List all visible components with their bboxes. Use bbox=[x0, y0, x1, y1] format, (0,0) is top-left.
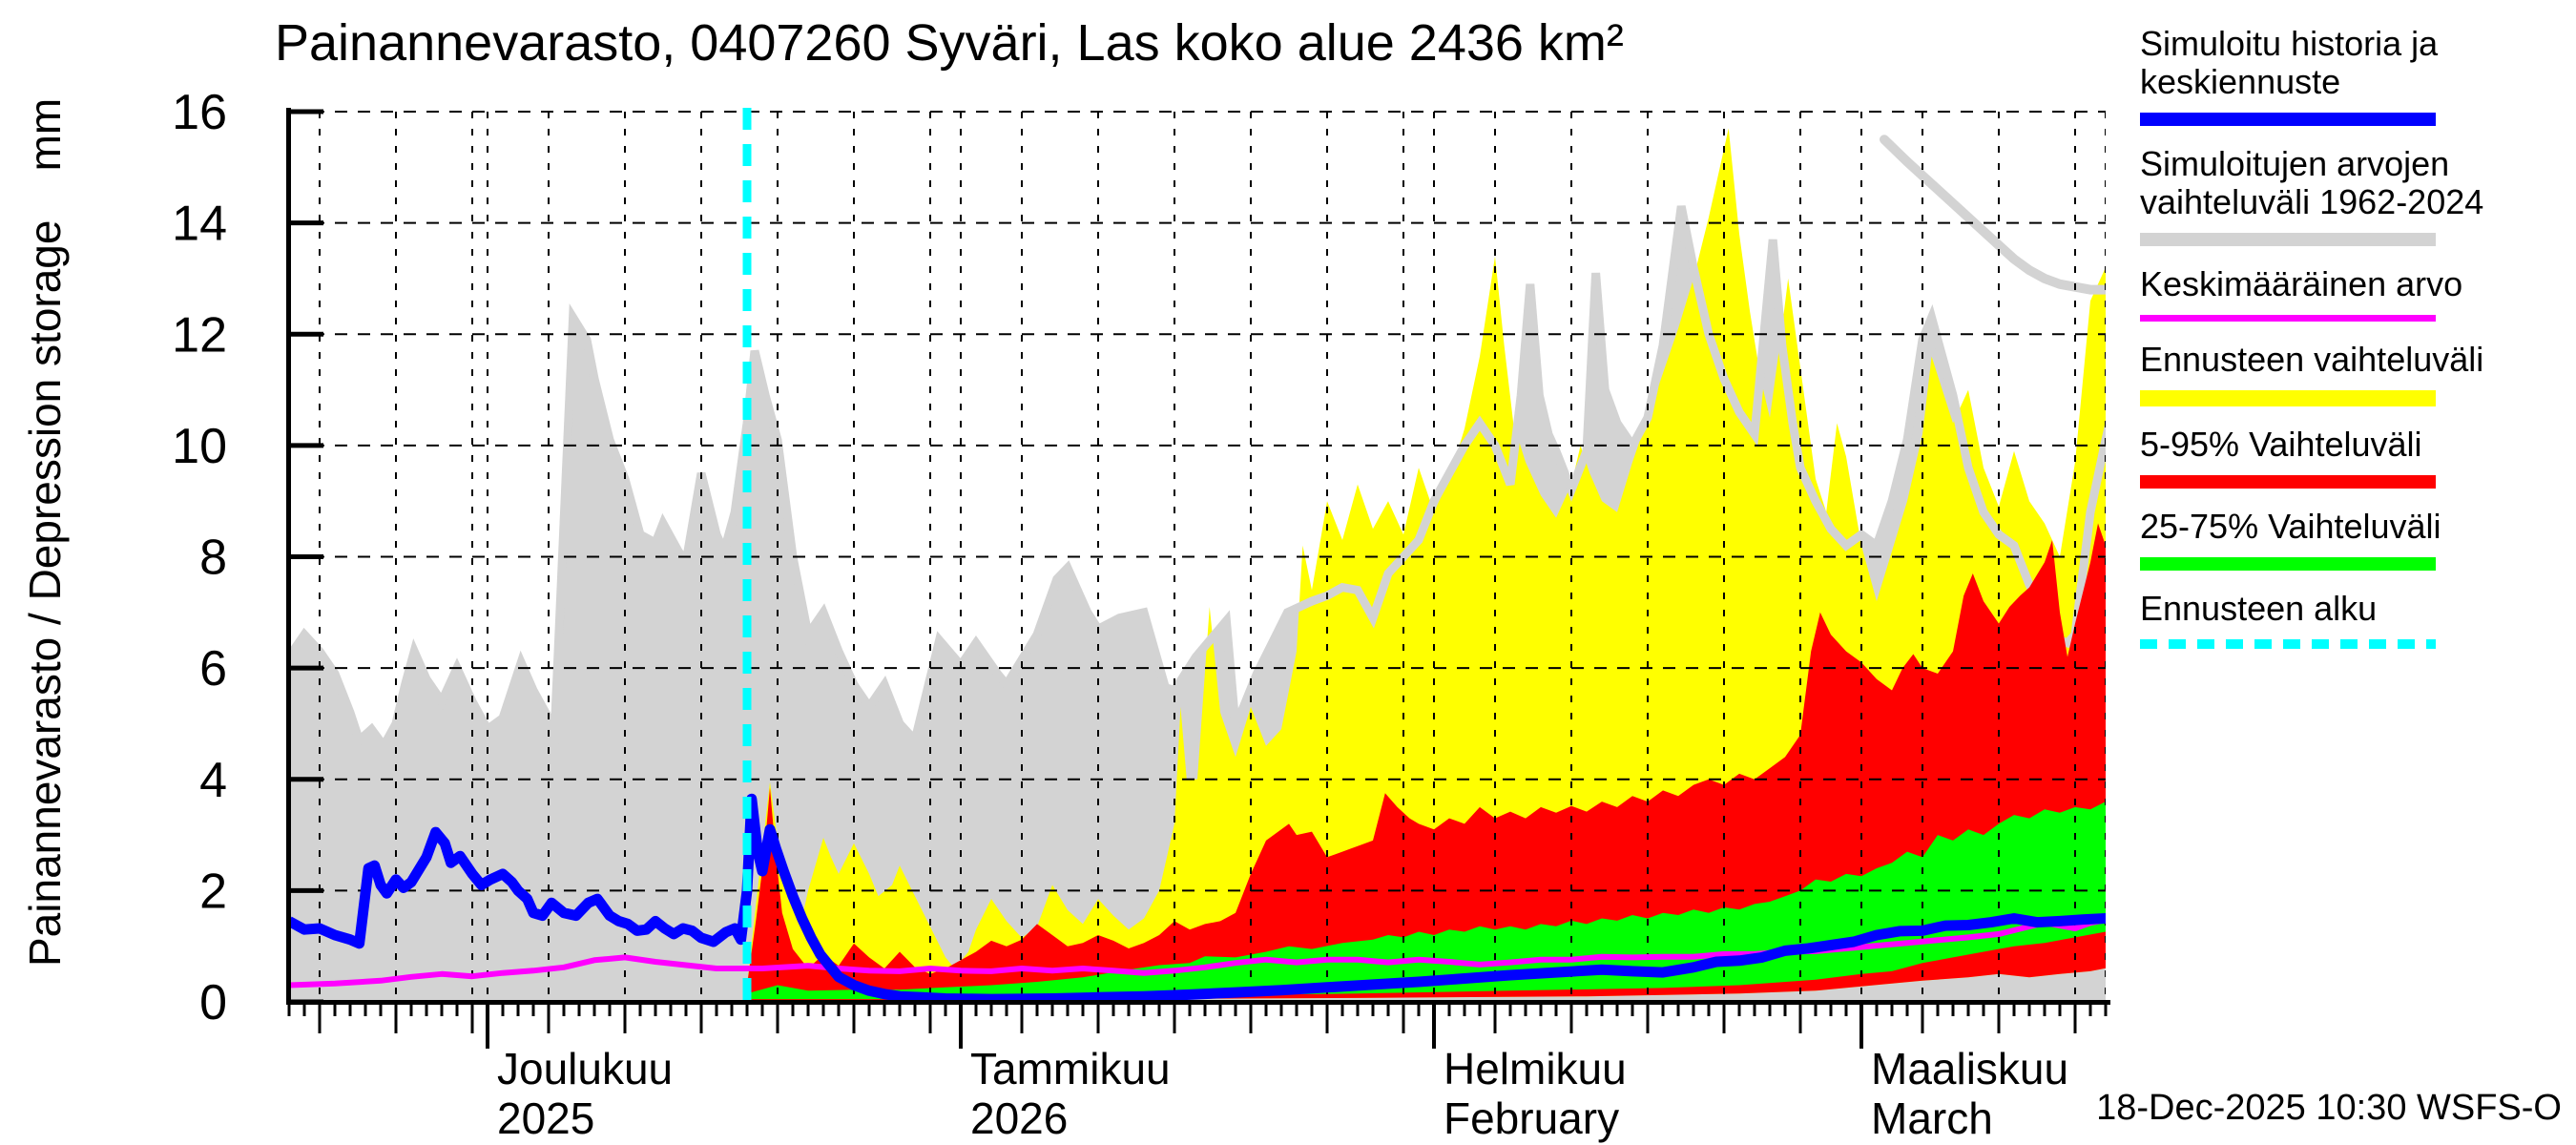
legend-label: 25-75% Vaihteluväli bbox=[2140, 507, 2441, 546]
legend-swatch-blue-line bbox=[2140, 113, 2436, 126]
y-tick-label: 4 bbox=[199, 753, 227, 808]
legend-item-forecast-range: Ennusteen vaihteluväli bbox=[2140, 341, 2565, 406]
legend: Simuloitu historia ja keskiennuste Simul… bbox=[2140, 25, 2565, 668]
legend-label: vaihteluväli 1962-2024 bbox=[2140, 182, 2484, 221]
legend-label: Ennusteen alku bbox=[2140, 589, 2378, 628]
y-tick bbox=[289, 109, 323, 114]
legend-label: Simuloitujen arvojen bbox=[2140, 144, 2450, 183]
y-tick-label: 12 bbox=[172, 307, 227, 363]
legend-item-sim-history: Simuloitu historia ja keskiennuste bbox=[2140, 25, 2565, 126]
legend-swatch-yellow-band bbox=[2140, 390, 2436, 406]
legend-item-p25-75: 25-75% Vaihteluväli bbox=[2140, 508, 2565, 571]
y-tick-label: 10 bbox=[172, 419, 227, 474]
timestamp: 18-Dec-2025 10:30 WSFS-O bbox=[2096, 1088, 2562, 1128]
x-month-label: Joulukuu bbox=[497, 1044, 673, 1093]
legend-swatch-red-band bbox=[2140, 475, 2436, 489]
chart-title: Painannevarasto, 0407260 Syväri, Las kok… bbox=[275, 14, 1624, 72]
plot-series bbox=[289, 108, 2106, 1002]
legend-swatch-green-band bbox=[2140, 557, 2436, 571]
y-tick-label: 0 bbox=[199, 975, 227, 1030]
y-tick bbox=[289, 665, 323, 671]
sim-range-boundary-line bbox=[289, 205, 2106, 755]
y-tick bbox=[289, 331, 323, 337]
x-month-sublabel: February bbox=[1444, 1093, 1619, 1143]
y-tick bbox=[289, 554, 323, 559]
legend-item-sim-range: Simuloitujen arvojen vaihteluväli 1962-2… bbox=[2140, 145, 2565, 246]
x-month-sublabel: 2025 bbox=[497, 1093, 594, 1143]
y-tick-label: 14 bbox=[172, 197, 227, 252]
x-month-sublabel: 2026 bbox=[970, 1093, 1068, 1143]
sim-range-upper-line bbox=[1880, 135, 2106, 295]
y-tick-label: 8 bbox=[199, 531, 227, 586]
legend-label: 5-95% Vaihteluväli bbox=[2140, 425, 2422, 464]
legend-label: Keskimääräinen arvo bbox=[2140, 264, 2463, 303]
legend-label: Simuloitu historia ja bbox=[2140, 24, 2439, 63]
p25-75-band bbox=[747, 802, 2106, 1000]
y-tick bbox=[289, 777, 323, 782]
legend-label: Ennusteen vaihteluväli bbox=[2140, 340, 2484, 379]
legend-swatch-gray-band bbox=[2140, 233, 2436, 246]
p5-95-band bbox=[747, 523, 2106, 1001]
x-month-sublabel: March bbox=[1871, 1093, 1993, 1143]
legend-item-mean-value: Keskimääräinen arvo bbox=[2140, 265, 2565, 322]
legend-item-p5-95: 5-95% Vaihteluväli bbox=[2140, 426, 2565, 489]
legend-label: keskiennuste bbox=[2140, 62, 2341, 101]
sim-history-mean-forecast-line bbox=[289, 793, 2106, 1002]
y-tick bbox=[289, 887, 323, 893]
y-tick-label: 6 bbox=[199, 641, 227, 697]
y-tick bbox=[289, 220, 323, 226]
y-tick-label: 2 bbox=[199, 864, 227, 919]
x-month-label: Helmikuu bbox=[1444, 1044, 1627, 1093]
y-tick-label: 16 bbox=[172, 85, 227, 140]
x-month-label: Tammikuu bbox=[970, 1044, 1171, 1093]
y-axis-spine bbox=[286, 108, 291, 1005]
y-tick bbox=[289, 443, 323, 448]
mean-value-line bbox=[289, 917, 2106, 989]
x-axis-spine bbox=[286, 1000, 2110, 1005]
y-tick bbox=[289, 999, 323, 1005]
legend-item-forecast-start: Ennusteen alku bbox=[2140, 590, 2565, 649]
legend-swatch-magenta-line bbox=[2140, 315, 2436, 322]
x-month-label: Maaliskuu bbox=[1871, 1044, 2068, 1093]
legend-swatch-cyan-dashed-line bbox=[2140, 639, 2436, 649]
